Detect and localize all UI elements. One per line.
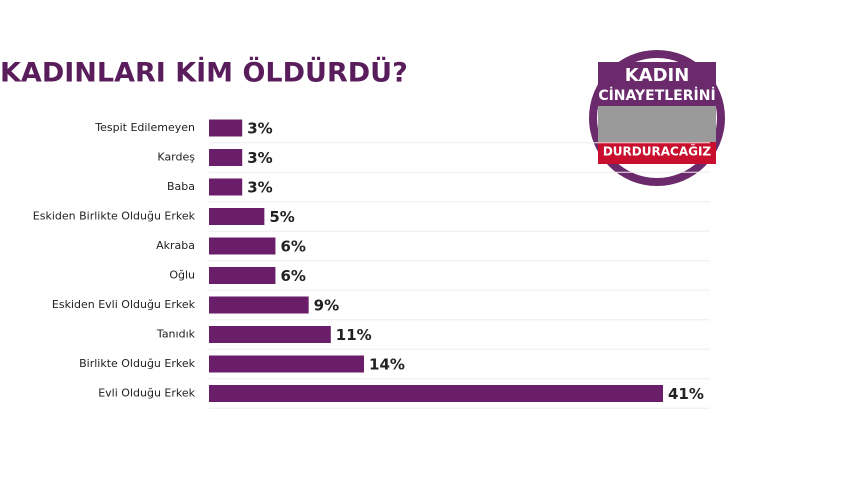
value-label: 3%	[247, 120, 272, 138]
logo-band	[598, 142, 716, 164]
category-label: Birlikte Olduğu Erkek	[79, 357, 196, 370]
category-label: Tespit Edilemeyen	[94, 121, 195, 134]
bar	[209, 385, 663, 402]
category-label: Akraba	[156, 239, 195, 252]
value-label: 14%	[369, 356, 405, 374]
category-label: Evli Olduğu Erkek	[98, 387, 195, 400]
bar	[209, 119, 243, 137]
bar	[209, 178, 243, 196]
value-label: 3%	[247, 149, 272, 167]
value-label: 3%	[247, 179, 272, 197]
logo-photos	[598, 106, 716, 142]
logo: KADIN CİNAYETLERİNİ DURDURACAĞIZ Platfor…	[589, 50, 725, 186]
bar	[209, 355, 365, 373]
logo-header	[598, 62, 716, 106]
bar	[209, 296, 309, 314]
bar	[209, 208, 265, 225]
value-label: 9%	[314, 297, 339, 315]
logo-line3: DURDURACAĞIZ	[603, 144, 712, 159]
value-label: 6%	[280, 238, 305, 256]
value-label: 11%	[336, 326, 372, 344]
bar	[209, 267, 276, 284]
category-label: Tanıdık	[156, 328, 196, 341]
value-label: 41%	[668, 385, 704, 403]
category-label: Eskiden Evli Olduğu Erkek	[52, 298, 196, 311]
logo-line1: KADIN	[625, 65, 690, 86]
bar	[209, 326, 331, 343]
chart-title: KADINLARI KİM ÖLDÜRDÜ?	[0, 56, 408, 89]
value-label: 5%	[269, 208, 294, 226]
logo-line4: Platformu	[642, 167, 671, 174]
bar	[209, 237, 276, 255]
category-label: Baba	[167, 180, 195, 193]
category-label: Eskiden Birlikte Olduğu Erkek	[33, 210, 196, 223]
category-label: Kardeş	[157, 151, 195, 164]
bar	[209, 149, 243, 166]
logo-line2: CİNAYETLERİNİ	[598, 87, 715, 104]
value-label: 6%	[280, 267, 305, 285]
category-label: Oğlu	[169, 269, 195, 282]
